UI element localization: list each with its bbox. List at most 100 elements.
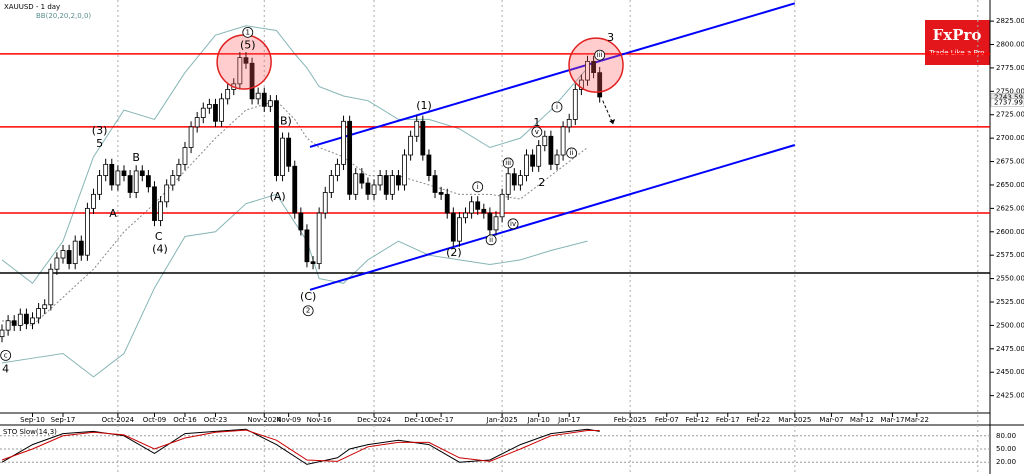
price-tag-label: 2743.59 xyxy=(994,93,1023,101)
candle-body xyxy=(152,186,157,221)
candle-body xyxy=(97,175,102,195)
x-tick-label: Oct-09 xyxy=(143,416,167,424)
candle-body xyxy=(524,154,529,177)
wave-label: 4 xyxy=(2,363,9,376)
candle-body xyxy=(60,250,66,259)
price-tag-label: 2737.99 xyxy=(994,99,1023,107)
wave-label: i xyxy=(477,183,479,191)
y-tick-label: 2575.00 xyxy=(996,251,1024,259)
x-tick-label: Nov-09 xyxy=(276,416,301,424)
candle-body xyxy=(542,135,548,147)
candle-body xyxy=(560,126,566,156)
candle-body xyxy=(133,170,139,193)
candle-body xyxy=(30,317,35,324)
y-tick-label: 2425.00 xyxy=(996,392,1024,400)
x-tick-label: Feb-17 xyxy=(716,416,740,424)
wave-label: 1 xyxy=(246,28,250,36)
candle-body xyxy=(182,147,188,165)
candle-body xyxy=(377,175,383,186)
wave-label: ii xyxy=(489,236,493,244)
candle-body xyxy=(426,154,432,177)
x-tick-label: Sep-17 xyxy=(51,416,76,424)
candle-body xyxy=(457,217,462,242)
candle-body xyxy=(389,175,395,195)
candle-body xyxy=(420,120,426,156)
wave-label: (B) xyxy=(276,114,292,127)
stochastic-tick-label: 50.00 xyxy=(996,445,1016,453)
x-tick-label: Jan-17 xyxy=(557,416,580,424)
wave-label: (5) xyxy=(240,38,256,51)
wave-label: iii xyxy=(597,51,603,59)
candle-body xyxy=(341,120,346,165)
y-tick-label: 2725.00 xyxy=(996,111,1024,119)
x-tick-label: Feb-12 xyxy=(685,416,709,424)
candle-body xyxy=(103,163,109,177)
candle-body xyxy=(84,207,90,256)
x-tick-label: Oct-16 xyxy=(173,416,197,424)
candle-body xyxy=(219,98,224,122)
arrow-head xyxy=(609,119,616,125)
bollinger-upper xyxy=(1,25,588,284)
candle-body xyxy=(493,216,499,231)
wave-label: iv xyxy=(510,220,516,228)
x-tick-label: Feb-22 xyxy=(746,416,770,424)
candle-body xyxy=(115,170,121,186)
candle-body xyxy=(164,184,170,203)
chart-title: XAUUSD - 1 day xyxy=(4,3,60,11)
y-tick-label: 2500.00 xyxy=(996,321,1024,329)
logo-tagline: Trade Like a Pro xyxy=(928,49,984,57)
candle-body xyxy=(158,201,163,221)
logo-name: FxPro xyxy=(933,26,982,44)
candle-body xyxy=(17,313,23,326)
candle-body xyxy=(572,89,578,120)
y-tick-label: 2450.00 xyxy=(996,368,1024,376)
candle-body xyxy=(304,229,310,263)
x-tick-label: Mar-07 xyxy=(819,416,843,424)
candle-body xyxy=(109,163,115,186)
candle-body xyxy=(530,154,535,167)
wave-label: (C) xyxy=(300,290,316,303)
y-tick-label: 2825.00 xyxy=(996,17,1024,25)
wave-label: i xyxy=(556,103,558,111)
candle-body xyxy=(127,175,133,193)
price-tag xyxy=(990,98,1024,107)
x-tick-label: Oct-23 xyxy=(204,416,228,424)
candle-body xyxy=(554,154,560,165)
candle-body xyxy=(237,57,243,85)
candle-body xyxy=(505,173,511,195)
candle-body xyxy=(194,117,200,128)
annotation-circle xyxy=(472,181,484,193)
candle-body xyxy=(408,135,414,156)
candle-body xyxy=(511,173,517,186)
candle-body xyxy=(121,170,127,177)
x-tick-label: Dec-10 xyxy=(404,416,429,424)
candle-body xyxy=(536,145,542,167)
logo-box xyxy=(925,20,990,65)
candle-body xyxy=(36,308,42,319)
candle-body xyxy=(585,60,590,81)
wave-label: 1 xyxy=(533,116,540,129)
candle-body xyxy=(322,192,328,214)
candle-body xyxy=(11,320,17,326)
stochastic-tick-label: 20.00 xyxy=(996,458,1016,466)
candle-body xyxy=(139,170,145,177)
annotation-circle xyxy=(302,305,314,317)
annotation-circle xyxy=(531,126,543,138)
candle-body xyxy=(499,193,505,218)
candle-body xyxy=(396,175,401,186)
candle-body xyxy=(328,175,334,193)
y-tick-label: 2800.00 xyxy=(996,41,1024,49)
wave-label: B xyxy=(132,151,140,164)
candle-body xyxy=(261,92,267,107)
wave-label: A xyxy=(109,207,117,220)
annotation-circle xyxy=(551,101,563,113)
candle-body xyxy=(42,304,48,309)
candle-body xyxy=(213,104,218,122)
candle-body xyxy=(274,100,279,177)
x-tick-label: Oct-2024 xyxy=(102,416,135,424)
y-tick-label: 2700.00 xyxy=(996,134,1024,142)
candle-body xyxy=(438,192,444,195)
candle-body xyxy=(335,163,340,177)
candle-body xyxy=(450,212,456,242)
